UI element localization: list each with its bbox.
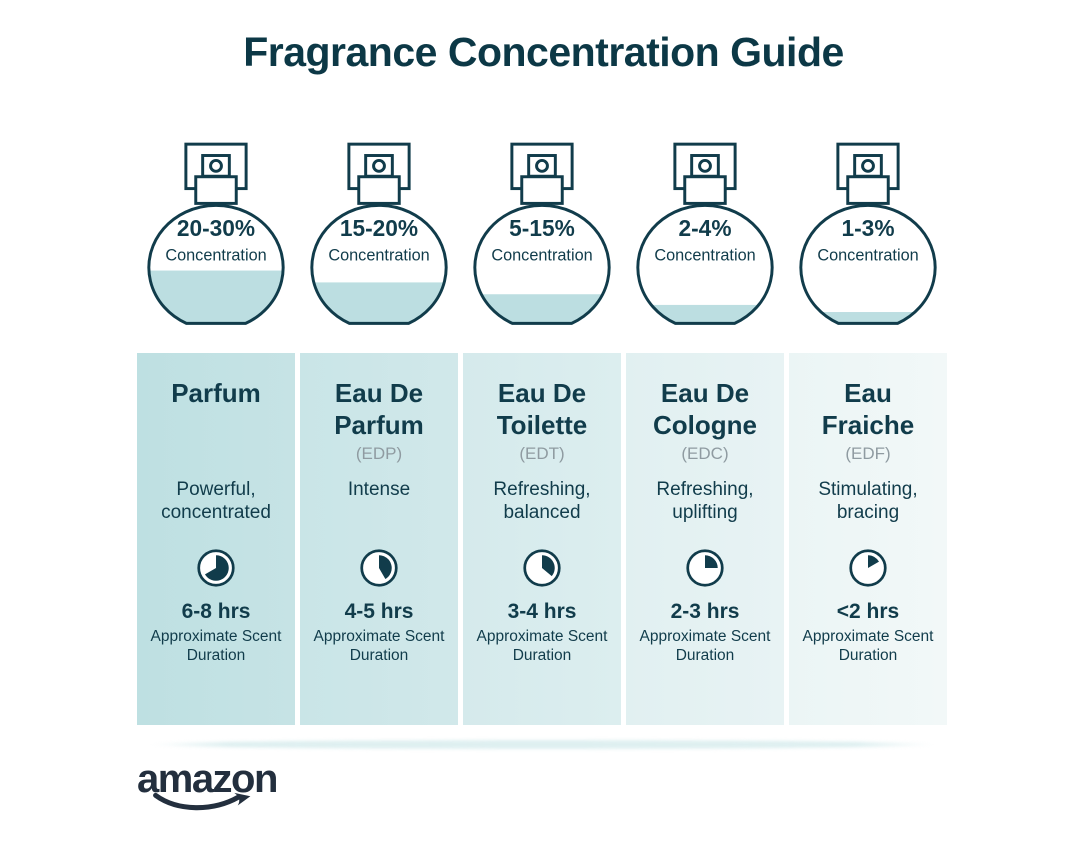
perfume-bottle: 5-15% Concentration — [463, 140, 621, 330]
column-description: Powerful, concentrated — [161, 479, 271, 523]
concentration-percent-label: 20-30% — [177, 215, 255, 241]
column-name: Eau Fraiche — [821, 378, 915, 440]
clock-icon — [360, 549, 398, 587]
perfume-bottle: 2-4% Concentration — [626, 140, 784, 330]
column-name: Eau De Toilette — [496, 378, 588, 440]
column-name: Parfum — [171, 378, 261, 408]
amazon-logo: amazon — [137, 757, 307, 814]
concentration-percent-label: 5-15% — [509, 215, 575, 241]
bottle-body — [474, 205, 610, 324]
spray-nozzle-hole — [861, 158, 875, 173]
bottle-fill-level — [148, 270, 284, 324]
concentration-caption: Concentration — [654, 247, 755, 265]
bottles-row: 20-30% Concentration 15-20% Concentratio… — [137, 140, 947, 330]
bottle-fill-level — [637, 304, 773, 324]
perfume-bottle-icon: 5-15% Concentration — [473, 142, 611, 325]
column-name: Eau De Parfum — [334, 378, 424, 440]
bottle-neck — [357, 175, 401, 205]
column-description: Refreshing, balanced — [493, 479, 591, 523]
spray-nozzle-hole — [209, 158, 223, 173]
clock-icon — [849, 549, 887, 587]
column-card: Parfum Powerful, concentrated 6-8 hrs Ap… — [137, 353, 295, 725]
spray-nozzle-hole — [535, 158, 549, 173]
perfume-bottle: 1-3% Concentration — [789, 140, 947, 330]
bottle-fill-level — [800, 312, 936, 324]
bottle-neck — [194, 175, 238, 205]
bottle-body — [800, 205, 936, 324]
bottle-neck — [520, 175, 564, 205]
column-card: Eau De Cologne (EDC) Refreshing, uplifti… — [626, 353, 784, 725]
bottle-outline — [310, 203, 448, 325]
perfume-bottle-icon: 1-3% Concentration — [799, 142, 937, 325]
clock-icon — [523, 549, 561, 587]
columns-row: Parfum Powerful, concentrated 6-8 hrs Ap… — [137, 353, 947, 725]
concentration-caption: Concentration — [817, 247, 918, 265]
column-name: Eau De Cologne — [653, 378, 757, 440]
spray-nozzle-hole — [372, 158, 386, 173]
concentration-caption: Concentration — [165, 247, 266, 265]
concentration-percent-label: 1-3% — [842, 215, 895, 241]
clock-icon — [197, 549, 235, 587]
column-card: Eau De Parfum (EDP) Intense 4-5 hrs Appr… — [300, 353, 458, 725]
bottle-outline — [799, 203, 937, 325]
page-title: Fragrance Concentration Guide — [243, 29, 844, 75]
duration-caption: Approximate Scent Duration — [150, 628, 282, 664]
reflection-shadow — [149, 740, 935, 749]
perfume-bottle: 20-30% Concentration — [137, 140, 295, 330]
column-card: Eau Fraiche (EDF) Stimulating, bracing <… — [789, 353, 947, 725]
column-abbr: (EDF) — [845, 444, 891, 463]
duration-caption: Approximate Scent Duration — [802, 628, 934, 664]
duration-value: 6-8 hrs — [181, 600, 251, 623]
bottle-body — [637, 205, 773, 324]
bottle-outline — [636, 203, 774, 325]
bottle-outline — [147, 203, 285, 325]
perfume-bottle-icon: 2-4% Concentration — [636, 142, 774, 325]
amazon-smile-icon — [153, 792, 251, 811]
column-description: Stimulating, bracing — [818, 479, 918, 523]
concentration-caption: Concentration — [328, 247, 429, 265]
perfume-bottle: 15-20% Concentration — [300, 140, 458, 330]
perfume-bottle-icon: 20-30% Concentration — [147, 142, 285, 325]
bottle-neck — [683, 175, 727, 205]
duration-value: 2-3 hrs — [670, 600, 740, 623]
spray-nozzle-hole — [698, 158, 712, 173]
concentration-caption: Concentration — [491, 247, 592, 265]
concentration-percent-label: 2-4% — [679, 215, 732, 241]
infographic-canvas: Fragrance Concentration Guide 20-30% Con… — [0, 26, 1087, 855]
duration-caption: Approximate Scent Duration — [476, 628, 608, 664]
bottle-neck — [846, 175, 890, 205]
duration-value: <2 hrs — [836, 600, 900, 623]
concentration-percent-label: 15-20% — [340, 215, 418, 241]
duration-caption: Approximate Scent Duration — [639, 628, 771, 664]
clock-icon — [686, 549, 724, 587]
duration-caption: Approximate Scent Duration — [313, 628, 445, 664]
duration-value: 3-4 hrs — [507, 600, 577, 623]
perfume-bottle-icon: 15-20% Concentration — [310, 142, 448, 325]
column-abbr: (EDP) — [355, 444, 403, 463]
column-description: Refreshing, uplifting — [656, 479, 754, 523]
column-description: Intense — [347, 479, 411, 500]
column-abbr: (EDC) — [681, 444, 729, 463]
column-abbr: (EDT) — [519, 444, 565, 463]
duration-value: 4-5 hrs — [344, 600, 414, 623]
bottle-outline — [473, 203, 611, 325]
amazon-wordmark: amazon — [137, 757, 278, 801]
column-card: Eau De Toilette (EDT) Refreshing, balanc… — [463, 353, 621, 725]
